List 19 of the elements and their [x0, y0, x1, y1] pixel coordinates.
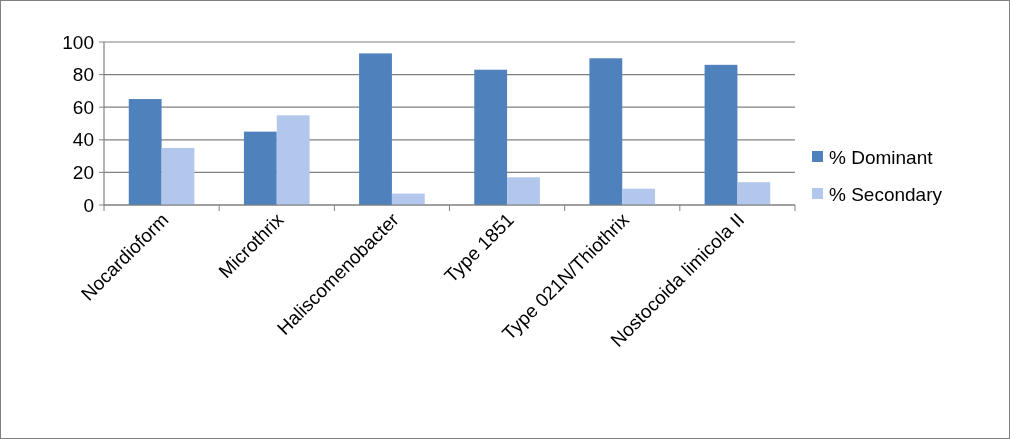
y-tick-label: 60 — [72, 96, 94, 118]
y-tick-label: 40 — [72, 129, 94, 151]
bar — [474, 69, 508, 205]
bar — [276, 115, 310, 205]
bar — [589, 58, 623, 205]
bar — [704, 64, 738, 205]
bar — [359, 53, 392, 205]
bar — [243, 131, 277, 205]
bar — [161, 147, 195, 205]
bar — [622, 188, 656, 205]
legend-label: % Secondary — [829, 183, 943, 205]
legend-label: % Dominant — [829, 146, 934, 168]
y-tick-label: 0 — [83, 194, 94, 216]
y-tick-label: 100 — [62, 31, 94, 53]
bar — [128, 99, 162, 205]
y-tick-label: 20 — [72, 162, 94, 184]
y-tick-label: 80 — [72, 64, 94, 86]
bar — [737, 182, 771, 205]
bar — [507, 177, 540, 205]
